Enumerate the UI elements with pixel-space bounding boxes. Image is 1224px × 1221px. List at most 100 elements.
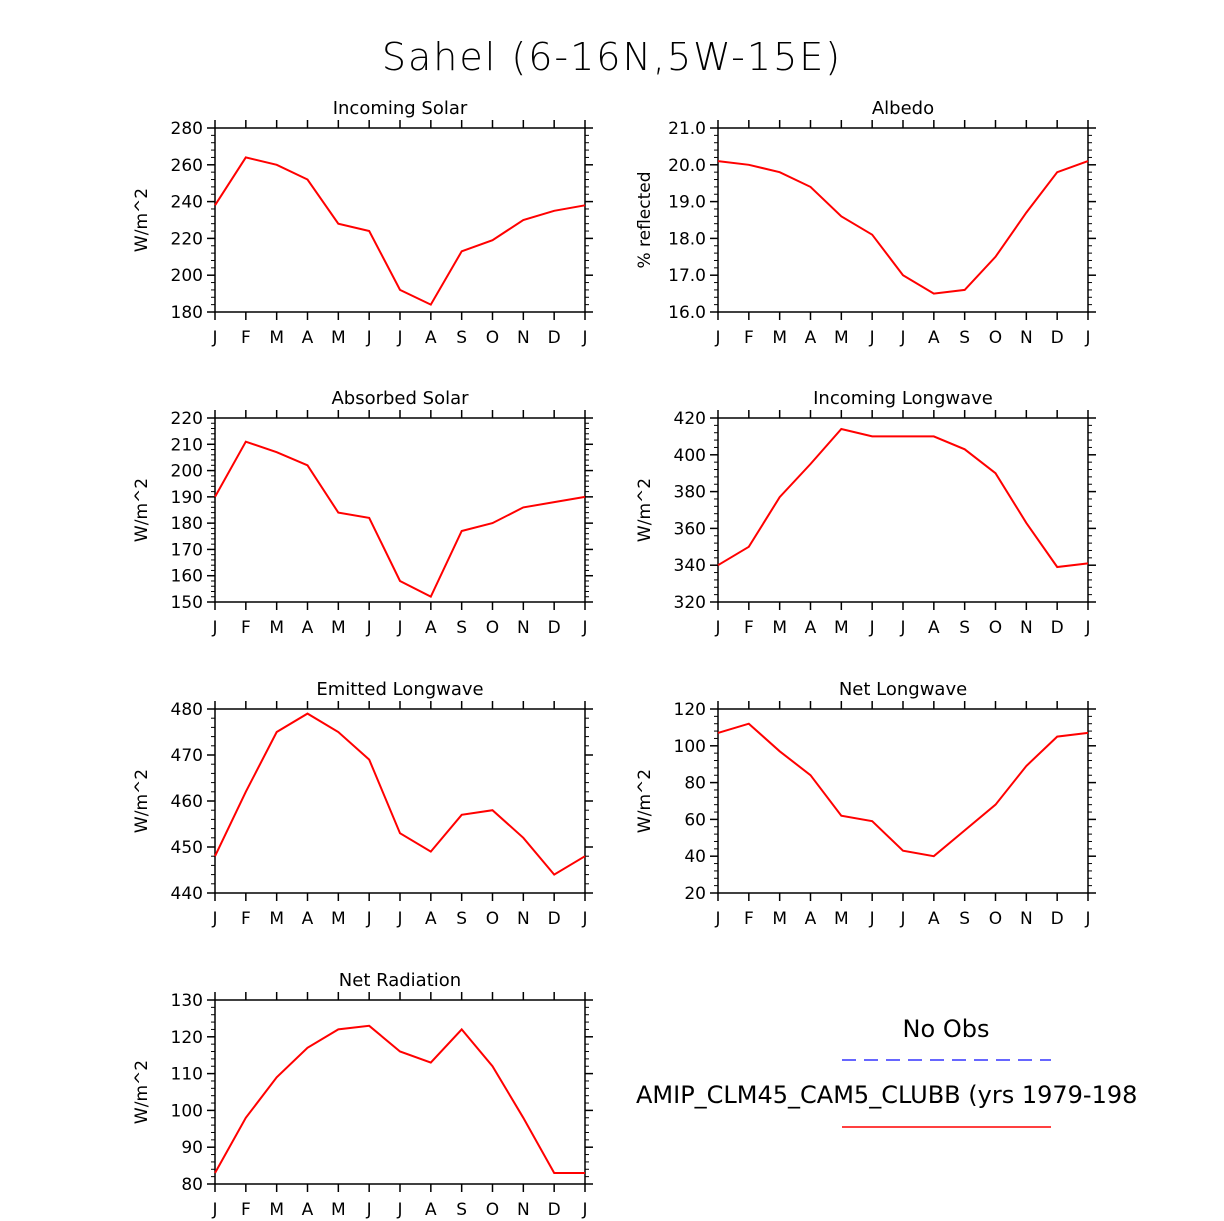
x-tick-label: M xyxy=(834,618,849,638)
x-tick-label: J xyxy=(1084,618,1090,638)
x-tick-label: J xyxy=(396,618,402,638)
x-tick-label: J xyxy=(366,328,372,348)
x-tick-label: J xyxy=(714,618,720,638)
x-tick-label: F xyxy=(744,618,754,638)
y-tick-label: 280 xyxy=(171,119,203,139)
x-tick-label: N xyxy=(1020,328,1033,348)
x-tick-label: O xyxy=(989,909,1002,929)
figure-title: Sahel (6-16N,5W-15E) xyxy=(382,35,842,79)
y-tick-label: 440 xyxy=(171,884,203,904)
x-tick-label: F xyxy=(744,328,754,348)
y-axis-label: W/m^2 xyxy=(635,478,655,542)
y-tick-label: 80 xyxy=(181,1175,203,1195)
y-tick-label: 380 xyxy=(674,483,706,503)
x-tick-label: A xyxy=(425,328,437,348)
y-tick-label: 210 xyxy=(171,435,203,455)
x-tick-label: M xyxy=(269,909,284,929)
plot-frame xyxy=(717,417,1089,603)
x-tick-label: A xyxy=(425,1200,437,1220)
x-tick-label: N xyxy=(517,328,530,348)
y-axis-label: % reflected xyxy=(635,171,655,268)
series-line-net-radiation xyxy=(214,1024,585,1174)
y-tick-label: 60 xyxy=(684,810,706,830)
x-tick-label: D xyxy=(548,618,561,638)
y-axis-label: W/m^2 xyxy=(635,769,655,833)
x-tick-label: A xyxy=(302,328,314,348)
y-axis-label: W/m^2 xyxy=(132,1060,152,1124)
x-tick-label: F xyxy=(241,328,251,348)
x-tick-label: M xyxy=(834,909,849,929)
y-tick-label: 120 xyxy=(171,1028,203,1048)
x-tick-label: M xyxy=(269,1200,284,1220)
x-tick-label: J xyxy=(581,618,587,638)
x-tick-label: D xyxy=(548,909,561,929)
x-tick-label: J xyxy=(211,1200,217,1220)
x-tick-label: A xyxy=(805,618,817,638)
x-tick-label: J xyxy=(869,909,875,929)
x-tick-label: S xyxy=(456,1200,467,1220)
y-tick-label: 90 xyxy=(181,1138,203,1158)
x-tick-label: A xyxy=(425,618,437,638)
x-tick-label: M xyxy=(331,618,346,638)
y-tick-label: 320 xyxy=(674,593,706,613)
y-tick-label: 450 xyxy=(171,838,203,858)
y-tick-label: 400 xyxy=(674,446,706,466)
y-tick-label: 260 xyxy=(171,156,203,176)
y-tick-label: 100 xyxy=(171,1101,203,1121)
y-tick-label: 19.0 xyxy=(668,193,706,213)
x-tick-label: J xyxy=(581,909,587,929)
y-tick-label: 170 xyxy=(171,540,203,560)
x-tick-label: J xyxy=(211,618,217,638)
y-tick-label: 18.0 xyxy=(668,229,706,249)
x-tick-label: A xyxy=(302,909,314,929)
panel-title: Emitted Longwave xyxy=(316,679,483,700)
x-tick-label: S xyxy=(456,909,467,929)
x-tick-label: A xyxy=(425,909,437,929)
x-tick-label: F xyxy=(241,618,251,638)
panel-title: Absorbed Solar xyxy=(331,388,469,409)
x-tick-label: M xyxy=(269,328,284,348)
x-tick-label: O xyxy=(486,328,499,348)
x-tick-label: M xyxy=(772,618,787,638)
plot-frame xyxy=(214,417,586,603)
y-tick-label: 180 xyxy=(171,514,203,534)
y-tick-label: 16.0 xyxy=(668,303,706,323)
x-tick-label: M xyxy=(772,328,787,348)
x-tick-label: N xyxy=(517,1200,530,1220)
x-tick-label: J xyxy=(396,328,402,348)
y-tick-label: 470 xyxy=(171,746,203,766)
x-tick-label: S xyxy=(959,618,970,638)
x-tick-label: J xyxy=(581,328,587,348)
x-tick-label: D xyxy=(548,328,561,348)
x-tick-label: J xyxy=(211,328,217,348)
x-tick-label: N xyxy=(517,909,530,929)
x-tick-label: O xyxy=(486,618,499,638)
y-tick-label: 21.0 xyxy=(668,119,706,139)
panel-title: Incoming Solar xyxy=(333,98,468,119)
series-line-incoming-solar xyxy=(214,156,586,306)
series-line-absorbed-solar xyxy=(214,440,586,599)
x-tick-label: F xyxy=(241,909,251,929)
plot-frame xyxy=(214,999,586,1185)
y-tick-label: 200 xyxy=(171,462,203,482)
panel-title: Albedo xyxy=(872,98,934,119)
x-tick-label: J xyxy=(396,909,402,929)
plot-frame xyxy=(717,127,1089,313)
panel-incoming-longwave: J F M A M J J A S O N D J320340360380400420W/m^2Inco… xyxy=(635,388,1096,638)
x-tick-label: N xyxy=(1020,909,1033,929)
x-tick-label: S xyxy=(959,328,970,348)
x-tick-label: O xyxy=(989,328,1002,348)
y-tick-label: 17.0 xyxy=(668,266,706,286)
x-tick-label: A xyxy=(928,909,940,929)
x-tick-label: F xyxy=(241,1200,251,1220)
x-tick-label: S xyxy=(456,618,467,638)
y-tick-label: 420 xyxy=(674,409,706,429)
legend-model-label: AMIP_CLM45_CAM5_CLUBB (yrs 1979-198 xyxy=(636,1081,1137,1109)
y-tick-label: 150 xyxy=(171,593,203,613)
y-tick-label: 340 xyxy=(674,556,706,576)
x-tick-label: J xyxy=(899,618,905,638)
x-tick-label: J xyxy=(1084,909,1090,929)
y-tick-label: 460 xyxy=(171,792,203,812)
x-tick-label: J xyxy=(211,909,217,929)
series-line-albedo xyxy=(717,160,1089,295)
